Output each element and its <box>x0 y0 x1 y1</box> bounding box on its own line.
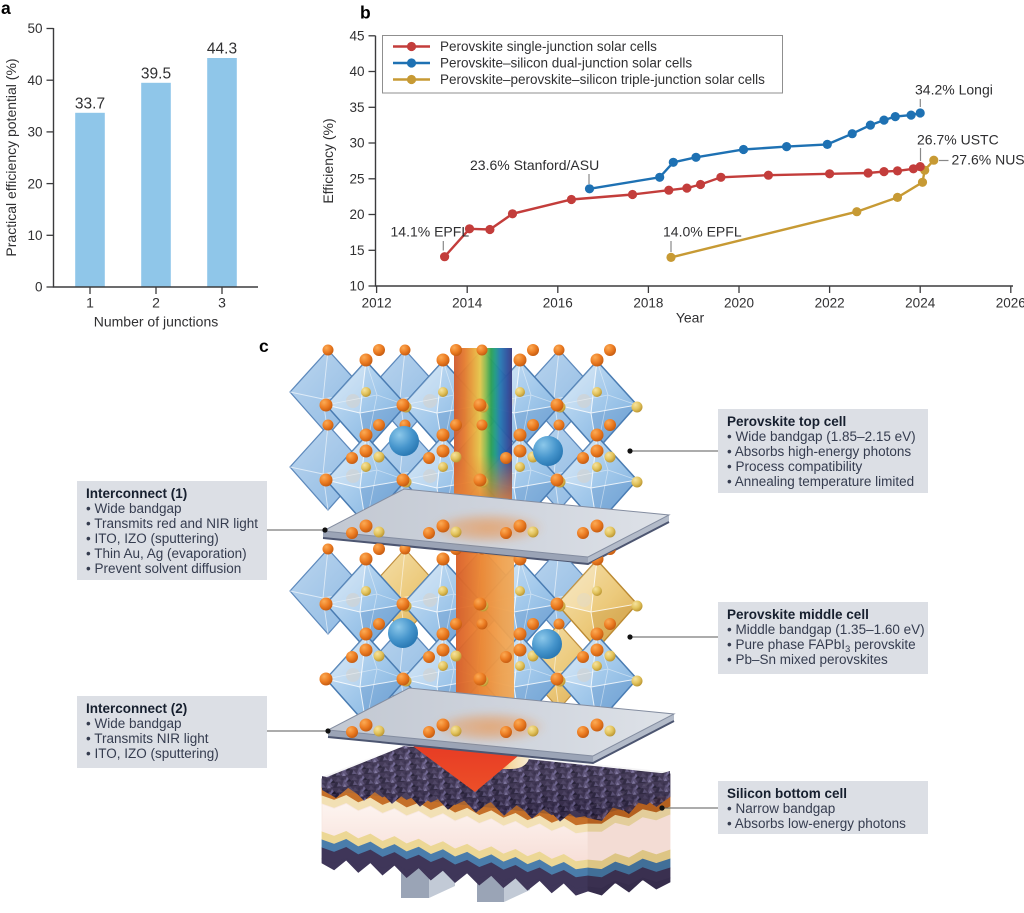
svg-text:23.6% Stanford/ASU: 23.6% Stanford/ASU <box>470 157 599 173</box>
svg-text:27.6% NUS: 27.6% NUS <box>952 152 1024 168</box>
svg-text:33.7: 33.7 <box>75 95 105 112</box>
svg-text:2020: 2020 <box>724 296 754 311</box>
svg-text:44.3: 44.3 <box>207 41 237 58</box>
svg-text:2018: 2018 <box>633 296 663 311</box>
svg-text:14.0% EPFL: 14.0% EPFL <box>663 224 742 240</box>
svg-text:2: 2 <box>152 294 160 310</box>
svg-text:45: 45 <box>349 29 364 44</box>
svg-text:30: 30 <box>27 125 42 140</box>
svg-text:2022: 2022 <box>815 296 845 311</box>
svg-text:Practical efficiency potential: Practical efficiency potential (%) <box>3 58 19 256</box>
svg-text:2012: 2012 <box>362 296 392 311</box>
svg-text:3: 3 <box>218 294 226 310</box>
svg-text:15: 15 <box>349 243 364 258</box>
svg-text:1: 1 <box>86 294 94 310</box>
svg-text:2016: 2016 <box>543 296 573 311</box>
svg-text:50: 50 <box>27 21 42 36</box>
svg-text:10: 10 <box>349 279 364 294</box>
svg-text:35: 35 <box>349 100 364 115</box>
svg-text:Perovskite–silicon dual-juncti: Perovskite–silicon dual-junction solar c… <box>440 56 692 71</box>
svg-text:Year: Year <box>676 310 705 326</box>
svg-text:25: 25 <box>349 172 364 187</box>
svg-text:20: 20 <box>27 176 42 191</box>
svg-text:10: 10 <box>27 228 42 243</box>
svg-text:26.7% USTC: 26.7% USTC <box>917 132 999 148</box>
svg-text:40: 40 <box>349 64 364 79</box>
svg-text:2024: 2024 <box>905 296 936 311</box>
svg-text:40: 40 <box>27 73 42 88</box>
svg-text:30: 30 <box>349 136 364 151</box>
svg-text:a: a <box>1 0 11 18</box>
svg-text:2026: 2026 <box>996 296 1024 311</box>
svg-text:14.1% EPFL: 14.1% EPFL <box>391 224 470 240</box>
svg-text:Perovskite–perovskite–silicon: Perovskite–perovskite–silicon triple-jun… <box>440 72 765 87</box>
svg-text:b: b <box>360 3 371 23</box>
svg-text:34.2% Longi: 34.2% Longi <box>915 82 993 98</box>
svg-text:39.5: 39.5 <box>141 65 171 82</box>
svg-text:c: c <box>259 336 269 356</box>
svg-text:Number of junctions: Number of junctions <box>94 313 219 329</box>
svg-text:20: 20 <box>349 207 364 222</box>
svg-text:Efficiency (%): Efficiency (%) <box>320 118 336 203</box>
svg-text:Perovskite single-junction sol: Perovskite single-junction solar cells <box>440 39 657 54</box>
svg-text:0: 0 <box>35 280 43 295</box>
svg-text:2014: 2014 <box>452 296 483 311</box>
